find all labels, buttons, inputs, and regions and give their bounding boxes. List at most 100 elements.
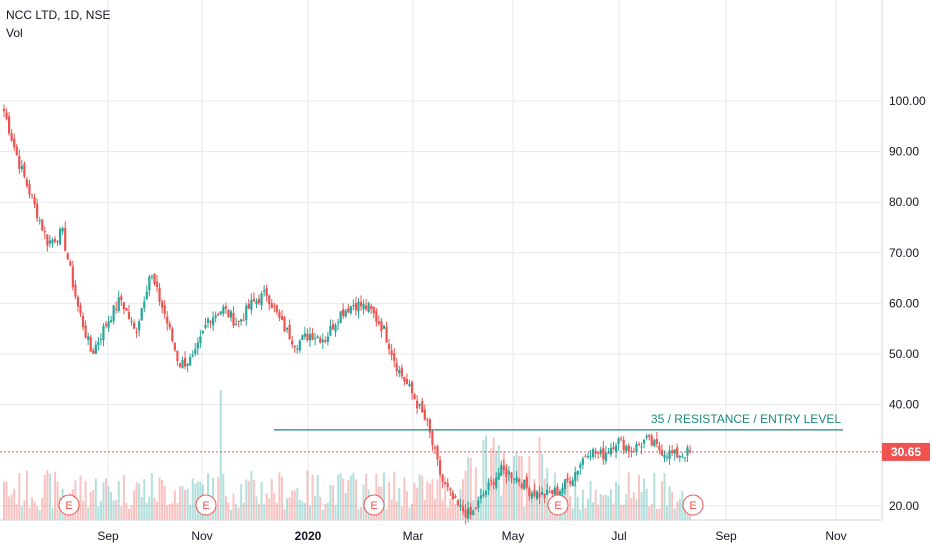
volume-bar xyxy=(538,436,541,520)
candle-body xyxy=(8,116,11,134)
volume-bar xyxy=(620,505,623,520)
volume-bar xyxy=(444,476,447,520)
volume-bar xyxy=(581,489,584,520)
earnings-letter: E xyxy=(65,500,72,512)
candle-body xyxy=(352,305,355,307)
volume-bar xyxy=(92,490,95,520)
earnings-marker[interactable]: E xyxy=(195,494,217,516)
volume-bar xyxy=(283,509,286,520)
volume-bar xyxy=(168,504,171,520)
candle-body xyxy=(229,311,233,318)
volume-bar xyxy=(156,501,159,520)
earnings-letter: E xyxy=(370,500,377,512)
candle-body xyxy=(168,323,171,328)
candle-body xyxy=(365,305,368,310)
candle-body xyxy=(285,327,289,330)
candle-body xyxy=(569,481,572,484)
candle-body xyxy=(117,297,120,311)
volume-bar xyxy=(612,503,615,520)
volume-bar xyxy=(436,479,439,520)
candle-body xyxy=(36,203,39,219)
volume-bar xyxy=(500,495,503,520)
candle-body xyxy=(653,440,656,447)
volume-bar xyxy=(173,490,176,520)
volume-bar xyxy=(609,489,612,520)
earnings-marker[interactable]: E xyxy=(547,494,569,516)
candle-body xyxy=(385,326,388,343)
candle-body xyxy=(574,472,577,481)
candle-body xyxy=(5,112,8,120)
candle-body xyxy=(301,335,304,340)
time-axis[interactable]: Sep Nov 2020 Mar May Jul Sep Nov xyxy=(0,519,882,543)
candle-body xyxy=(620,438,623,440)
candle-body xyxy=(76,296,80,307)
earnings-marker[interactable]: E xyxy=(58,494,80,516)
earnings-marker[interactable]: E xyxy=(363,494,385,516)
volume-bar xyxy=(571,508,574,520)
candle-body xyxy=(20,166,23,170)
candle-body xyxy=(206,318,210,324)
candle-body xyxy=(219,311,222,315)
volume-bar xyxy=(454,503,457,520)
volume-bar xyxy=(33,501,36,520)
volume-bar xyxy=(122,475,125,520)
earnings-marker[interactable]: E xyxy=(682,494,704,516)
candle-body xyxy=(273,305,276,307)
volume-bar xyxy=(431,478,434,520)
candle-body xyxy=(416,400,419,409)
candle-body xyxy=(678,455,681,458)
volume-bar xyxy=(5,481,8,520)
volume-bar xyxy=(222,473,225,520)
candle-body xyxy=(92,350,95,354)
x-tick-label: Mar xyxy=(403,529,424,543)
candle-body xyxy=(201,330,205,334)
volume-bar xyxy=(138,483,141,520)
volume-bar xyxy=(625,494,628,520)
volume-bar xyxy=(301,501,304,520)
volume-bar xyxy=(637,474,640,520)
candle-body xyxy=(196,342,199,349)
candle-body xyxy=(688,450,692,452)
candle-body xyxy=(487,481,490,491)
candle-body xyxy=(431,431,434,446)
volume-bar xyxy=(347,479,350,520)
candle-body xyxy=(263,290,266,292)
candle-body xyxy=(449,488,452,491)
candle-body xyxy=(84,325,87,338)
volume-bar xyxy=(278,472,281,520)
candle-body xyxy=(553,487,556,495)
candle-body xyxy=(665,456,669,458)
candle-body xyxy=(326,336,329,342)
candle-body xyxy=(367,303,370,313)
candle-body xyxy=(428,419,431,433)
candle-body xyxy=(630,450,633,452)
volume-bar xyxy=(357,509,360,520)
volume-bar xyxy=(31,497,34,520)
candle-body xyxy=(56,241,59,243)
candle-body xyxy=(2,108,6,112)
candle-body xyxy=(331,324,335,330)
candle-body xyxy=(145,291,148,299)
candle-body xyxy=(421,401,424,413)
price-axis[interactable]: 100.00 90.00 80.00 70.00 60.00 50.00 40.00 20.0… xyxy=(881,0,930,555)
candle-body xyxy=(112,305,115,321)
volume-bar xyxy=(579,509,582,520)
volume-bar xyxy=(112,500,115,520)
volume-bar xyxy=(451,489,454,520)
candle-body xyxy=(579,464,582,468)
candle-body xyxy=(217,313,220,316)
volume-bar xyxy=(535,494,538,520)
volume-bar xyxy=(650,504,653,520)
volume-bar xyxy=(255,496,258,520)
candle-body xyxy=(166,316,169,324)
volume-bar xyxy=(235,504,238,520)
volume-bar xyxy=(589,480,592,520)
volume-bar xyxy=(15,504,18,520)
volume-bar xyxy=(342,478,345,520)
candle-body xyxy=(23,163,26,177)
volume-bar xyxy=(280,476,283,520)
candle-body xyxy=(324,340,327,342)
